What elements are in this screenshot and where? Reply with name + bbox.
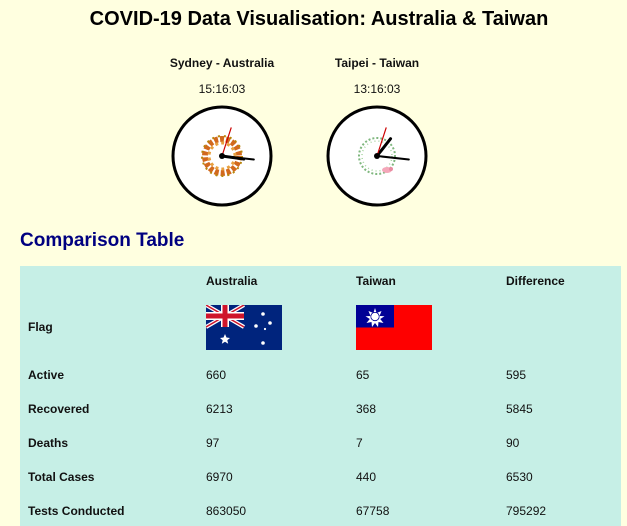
table-row: Recovered 6213 368 5845 [20, 392, 621, 426]
australia-value: 863050 [206, 504, 247, 518]
comparison-table: Australia Taiwan Difference Flag [20, 266, 621, 526]
taiwan-value: 440 [356, 470, 377, 484]
clock-time-label: 15:16:03 [198, 82, 246, 96]
clock-city-label: Sydney - Australia [169, 56, 275, 70]
hour-hand [375, 137, 393, 158]
comparison-table-container: Australia Taiwan Difference Flag [20, 266, 621, 526]
analog-clock-taipei [326, 105, 428, 207]
floral-wreath-icon [358, 137, 396, 175]
table-row-flag: Flag [20, 296, 621, 358]
table-row: Active 660 65 595 [20, 358, 621, 392]
australia-value: 6213 [206, 402, 233, 416]
second-hand [376, 127, 387, 157]
difference-value: 795292 [506, 504, 547, 518]
difference-value: 5845 [506, 402, 533, 416]
row-label: Flag [28, 320, 53, 334]
analog-clock-sydney [171, 105, 273, 207]
page-title: COVID-19 Data Visualisation: Australia &… [89, 8, 549, 30]
column-header-blank [20, 266, 206, 296]
difference-value: 6530 [506, 470, 533, 484]
australia-value: 97 [206, 436, 220, 450]
clock-city-label: Taipei - Taiwan [334, 56, 420, 70]
difference-value: 595 [506, 368, 527, 382]
clock-taipei: Taipei - Taiwan 13:16:03 [317, 56, 437, 208]
australia-value: 660 [206, 368, 227, 382]
taiwan-value: 7 [356, 436, 363, 450]
second-hand [221, 127, 232, 157]
australia-flag-icon [206, 304, 282, 350]
taiwan-value: 67758 [356, 504, 390, 518]
row-label: Active [28, 368, 65, 382]
taiwan-flag-icon [356, 304, 432, 350]
taiwan-value: 368 [356, 402, 377, 416]
clock-center [374, 153, 380, 159]
table-header-row: Australia Taiwan Difference [20, 266, 621, 296]
row-label: Deaths [28, 436, 69, 450]
clock-time-label: 13:16:03 [353, 82, 401, 96]
row-label: Recovered [28, 402, 90, 416]
minute-hand [376, 155, 410, 161]
table-row: Tests Conducted 863050 67758 795292 [20, 494, 621, 526]
column-header-australia: Australia [206, 274, 258, 288]
australia-flag-cell [206, 296, 356, 358]
clock-center [219, 153, 225, 159]
difference-value: 90 [506, 436, 520, 450]
autumn-leaf-wreath-icon [201, 135, 243, 177]
comparison-table-heading: Comparison Table [20, 230, 185, 251]
column-header-difference: Difference [506, 274, 565, 288]
taiwan-value: 65 [356, 368, 370, 382]
clock-sydney: Sydney - Australia 15:16:03 [162, 56, 282, 208]
taiwan-flag-cell [356, 296, 506, 358]
table-row: Total Cases 6970 440 6530 [20, 460, 621, 494]
minute-hand [221, 155, 255, 161]
row-label: Tests Conducted [28, 504, 125, 518]
table-row: Deaths 97 7 90 [20, 426, 621, 460]
row-label: Total Cases [28, 470, 95, 484]
difference-flag-cell [506, 296, 621, 358]
column-header-taiwan: Taiwan [356, 274, 396, 288]
australia-value: 6970 [206, 470, 233, 484]
